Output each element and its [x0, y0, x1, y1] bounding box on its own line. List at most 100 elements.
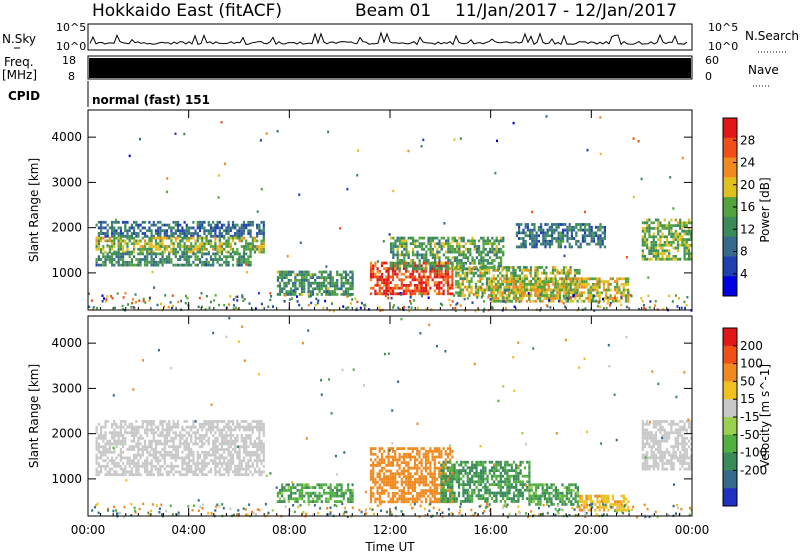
- scatter-cell: [258, 232, 261, 235]
- scatter-cell: [376, 278, 379, 282]
- scatter-cell: [648, 227, 651, 230]
- scatter-cell: [486, 261, 489, 265]
- scatter-cell: [303, 290, 306, 293]
- scatter-cell: [135, 258, 138, 261]
- scatter-cell: [405, 270, 408, 273]
- scatter-cell: [418, 259, 421, 262]
- scatter-cell: [176, 450, 180, 454]
- scatter-cell: [665, 257, 669, 261]
- scatter-cell: [148, 242, 151, 246]
- scatter-cell: [106, 456, 109, 460]
- scatter-cell: [536, 280, 540, 283]
- scatter-cell: [122, 436, 125, 440]
- scatter-cell: [556, 294, 559, 297]
- scatter-cell: [256, 239, 259, 243]
- scatter-cell: [588, 225, 591, 229]
- scatter-cell: [400, 469, 403, 473]
- scatter-cell: [422, 452, 425, 456]
- freq-label: Freq.: [4, 55, 34, 69]
- scatter-cell: [512, 297, 515, 300]
- scatter-cell: [387, 461, 390, 464]
- scatter-cell: [329, 281, 332, 285]
- scatter-cell: [420, 289, 423, 293]
- scatter-cell: [278, 491, 282, 495]
- scatter-cell: [396, 461, 399, 464]
- scatter-cell: [276, 284, 279, 288]
- scatter-cell: [488, 282, 491, 286]
- scatter-cell: [567, 291, 570, 295]
- scatter-cell: [154, 467, 158, 471]
- scatter-cell: [309, 284, 312, 288]
- scatter-cell: [141, 245, 144, 248]
- scatter-cell: [122, 442, 125, 446]
- scatter-cell: [247, 434, 250, 437]
- scatter-cell: [429, 492, 432, 495]
- noise-cell: [672, 207, 675, 210]
- scatter-cell: [536, 297, 540, 300]
- scatter-cell: [491, 242, 494, 246]
- scatter-cell: [240, 434, 243, 437]
- scatter-cell: [596, 280, 599, 283]
- scatter-cell: [97, 450, 100, 454]
- scatter-cell: [517, 288, 520, 292]
- scatter-cell: [588, 228, 591, 232]
- scatter-cell: [372, 267, 375, 270]
- scatter-cell: [126, 456, 129, 460]
- scatter-cell: [187, 445, 191, 449]
- scatter-cell: [251, 464, 254, 468]
- scatter-cell: [329, 486, 332, 489]
- scatter-cell: [229, 252, 232, 256]
- scatter-cell: [236, 250, 239, 254]
- scatter-cell: [240, 258, 243, 261]
- scatter-cell: [525, 277, 529, 281]
- scatter-cell: [146, 464, 149, 468]
- scatter-cell: [687, 249, 691, 253]
- scatter-cell: [95, 453, 98, 457]
- scatter-cell: [396, 458, 399, 462]
- scatter-cell: [433, 289, 436, 293]
- scatter-cell: [258, 459, 261, 463]
- scatter-cell: [590, 228, 593, 232]
- scatter-cell: [176, 242, 180, 246]
- scatter-cell: [227, 229, 230, 233]
- scatter-cell: [300, 489, 304, 492]
- scatter-cell: [497, 280, 500, 283]
- scatter-cell: [165, 260, 169, 264]
- scatter-cell: [561, 288, 564, 292]
- scatter-cell: [416, 452, 419, 456]
- scatter-cell: [431, 261, 434, 265]
- scatter-cell: [351, 279, 354, 282]
- scatter-cell: [168, 431, 171, 435]
- scatter-cell: [657, 243, 660, 247]
- scatter-cell: [117, 431, 120, 435]
- scatter-cell: [220, 445, 224, 449]
- noise-cell: [315, 297, 318, 301]
- scatter-cell: [405, 253, 408, 257]
- noise-cell: [142, 299, 145, 303]
- colorbar-tick-label: 16: [740, 200, 755, 214]
- scatter-cell: [168, 422, 171, 426]
- scatter-cell: [187, 425, 191, 429]
- scatter-cell: [431, 475, 434, 478]
- scatter-cell: [409, 264, 412, 268]
- scatter-cell: [459, 285, 462, 289]
- scatter-cell: [338, 500, 341, 503]
- scatter-cell: [139, 434, 142, 437]
- scatter-cell: [223, 420, 226, 423]
- noise-cell: [139, 137, 141, 141]
- scatter-cell: [685, 224, 688, 227]
- scatter-cell: [490, 297, 493, 300]
- scatter-cell: [670, 243, 673, 247]
- scatter-cell: [207, 470, 210, 474]
- scatter-cell: [117, 226, 120, 230]
- scatter-cell: [455, 280, 458, 283]
- scatter-cell: [238, 226, 241, 230]
- scatter-cell: [398, 447, 401, 450]
- scatter-cell: [683, 257, 686, 261]
- scatter-cell: [512, 280, 515, 283]
- scatter-cell: [502, 253, 505, 257]
- scatter-cell: [281, 483, 284, 487]
- noise-cell: [238, 256, 241, 259]
- scatter-cell: [396, 480, 399, 484]
- scatter-cell: [130, 226, 133, 230]
